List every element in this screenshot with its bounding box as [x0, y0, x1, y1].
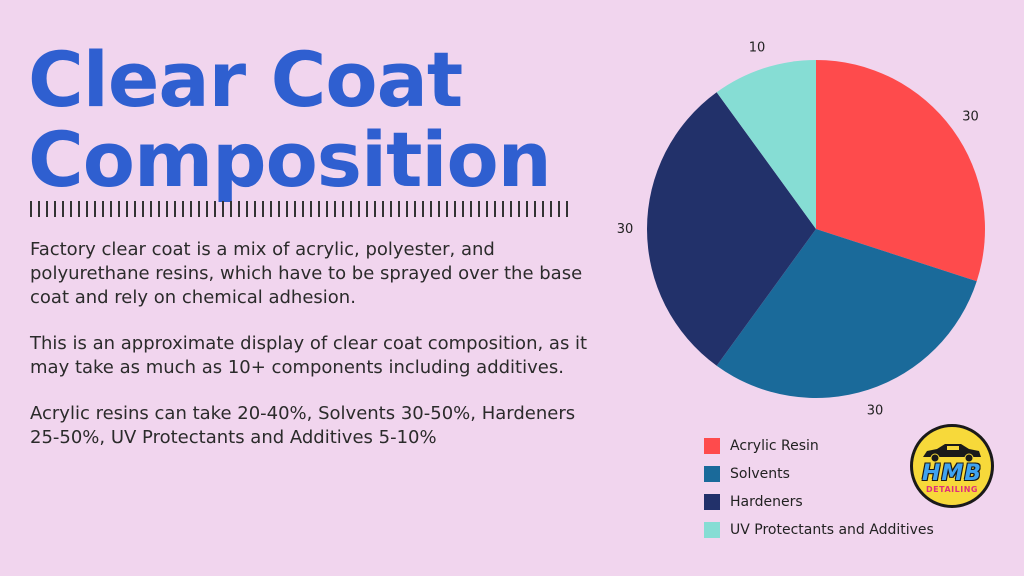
pie-data-label-0: 30 [962, 110, 979, 125]
legend-swatch-2 [704, 494, 720, 510]
legend-label-3: UV Protectants and Additives [730, 522, 934, 538]
logo-main-text: HMB [921, 461, 983, 486]
legend-label-1: Solvents [730, 466, 790, 482]
logo-sub-text: DETAILING [926, 485, 978, 494]
legend-item-2: Hardeners [704, 488, 934, 516]
pie-data-label-2: 30 [617, 222, 634, 237]
description-paragraph-1: Factory clear coat is a mix of acrylic, … [30, 239, 583, 308]
description: Factory clear coat is a mix of acrylic, … [30, 238, 590, 472]
pie-slice-3 [716, 60, 816, 229]
pie-slice-2 [647, 92, 816, 366]
pie-slice-1 [716, 229, 977, 398]
legend-swatch-3 [704, 522, 720, 538]
hmb-detailing-logo: HMB DETAILING [910, 424, 994, 508]
pie-slice-0 [816, 60, 985, 282]
legend-item-0: Acrylic Resin [704, 432, 934, 460]
page-title: Clear Coat Composition [28, 40, 588, 200]
description-paragraph-3: Acrylic resins can take 20-40%, Solvents… [30, 403, 576, 448]
legend-swatch-1 [704, 466, 720, 482]
chart-legend: Acrylic Resin Solvents Hardeners UV Protect… [704, 432, 934, 544]
legend-item-1: Solvents [704, 460, 934, 488]
pie-data-label-1: 30 [867, 404, 884, 419]
title-line-1: Clear Coat [28, 35, 463, 124]
title-line-2: Composition [28, 115, 552, 204]
pie-chart: 30 30 30 10 [617, 40, 985, 419]
legend-label-2: Hardeners [730, 494, 803, 510]
legend-label-0: Acrylic Resin [730, 438, 819, 454]
tick-divider [30, 201, 570, 217]
legend-item-3: UV Protectants and Additives [704, 516, 934, 544]
pie-data-label-3: 10 [749, 40, 766, 55]
car-icon [923, 444, 981, 463]
legend-swatch-0 [704, 438, 720, 454]
description-paragraph-2: This is an approximate display of clear … [30, 333, 588, 378]
